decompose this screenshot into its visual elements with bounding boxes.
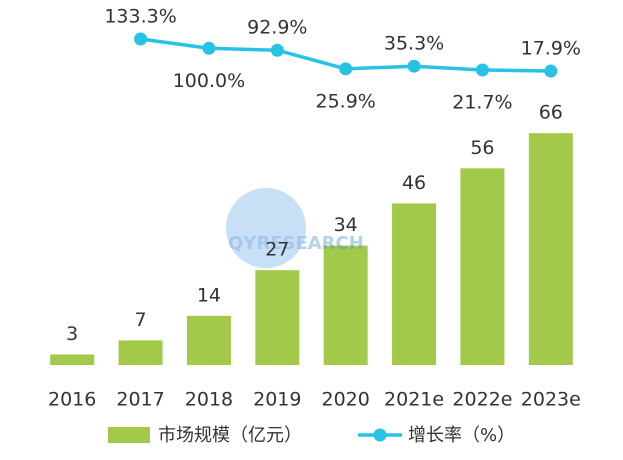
bar-value-label: 3: [66, 323, 78, 345]
growth-value-label: 21.7%: [452, 91, 512, 113]
bar: [323, 245, 368, 365]
watermark-globe: [226, 188, 306, 268]
growth-point: [407, 59, 421, 73]
bar-value-label: 46: [402, 172, 426, 194]
x-tick-label: 2016: [48, 389, 96, 411]
bar: [50, 354, 95, 365]
bar-value-label: 34: [334, 214, 358, 236]
growth-value-label: 100.0%: [173, 70, 245, 92]
x-tick-label: 2020: [322, 389, 370, 411]
growth-value-label: 133.3%: [104, 6, 176, 28]
watermark: QYRESEARCH: [226, 188, 364, 268]
bar: [392, 203, 437, 365]
bar-value-label: 66: [539, 102, 563, 124]
bar: [528, 133, 573, 365]
growth-point: [475, 63, 489, 77]
growth-value-label: 17.9%: [521, 38, 581, 60]
x-tick-label: 2022e: [452, 389, 512, 411]
legend-label: 增长率（%）: [408, 425, 515, 446]
legend-swatch-point: [373, 428, 387, 442]
growth-point: [202, 41, 216, 55]
growth-value-label: 35.3%: [384, 33, 444, 55]
x-tick-label: 2018: [185, 389, 233, 411]
x-tick-label: 2023e: [521, 389, 581, 411]
growth-point: [339, 62, 353, 76]
growth-value-label: 25.9%: [316, 90, 376, 112]
growth-point: [134, 32, 148, 46]
legend-swatch: [108, 427, 150, 443]
bar: [255, 270, 300, 365]
growth-point: [270, 43, 284, 57]
bar: [186, 315, 231, 365]
growth-point: [544, 64, 558, 78]
bar-value-label: 56: [470, 137, 494, 159]
bar-value-label: 7: [135, 309, 147, 331]
bar-value-label: 27: [265, 239, 289, 261]
watermark-text: QYRESEARCH: [228, 233, 364, 254]
bar: [460, 168, 505, 365]
legend-label: 市场规模（亿元）: [158, 425, 302, 446]
x-tick-label: 2021e: [384, 389, 444, 411]
growth-value-label: 92.9%: [247, 17, 307, 39]
x-tick-label: 2017: [116, 389, 164, 411]
bar-value-label: 14: [197, 284, 221, 306]
x-tick-label: 2019: [253, 389, 301, 411]
bar: [118, 340, 163, 365]
